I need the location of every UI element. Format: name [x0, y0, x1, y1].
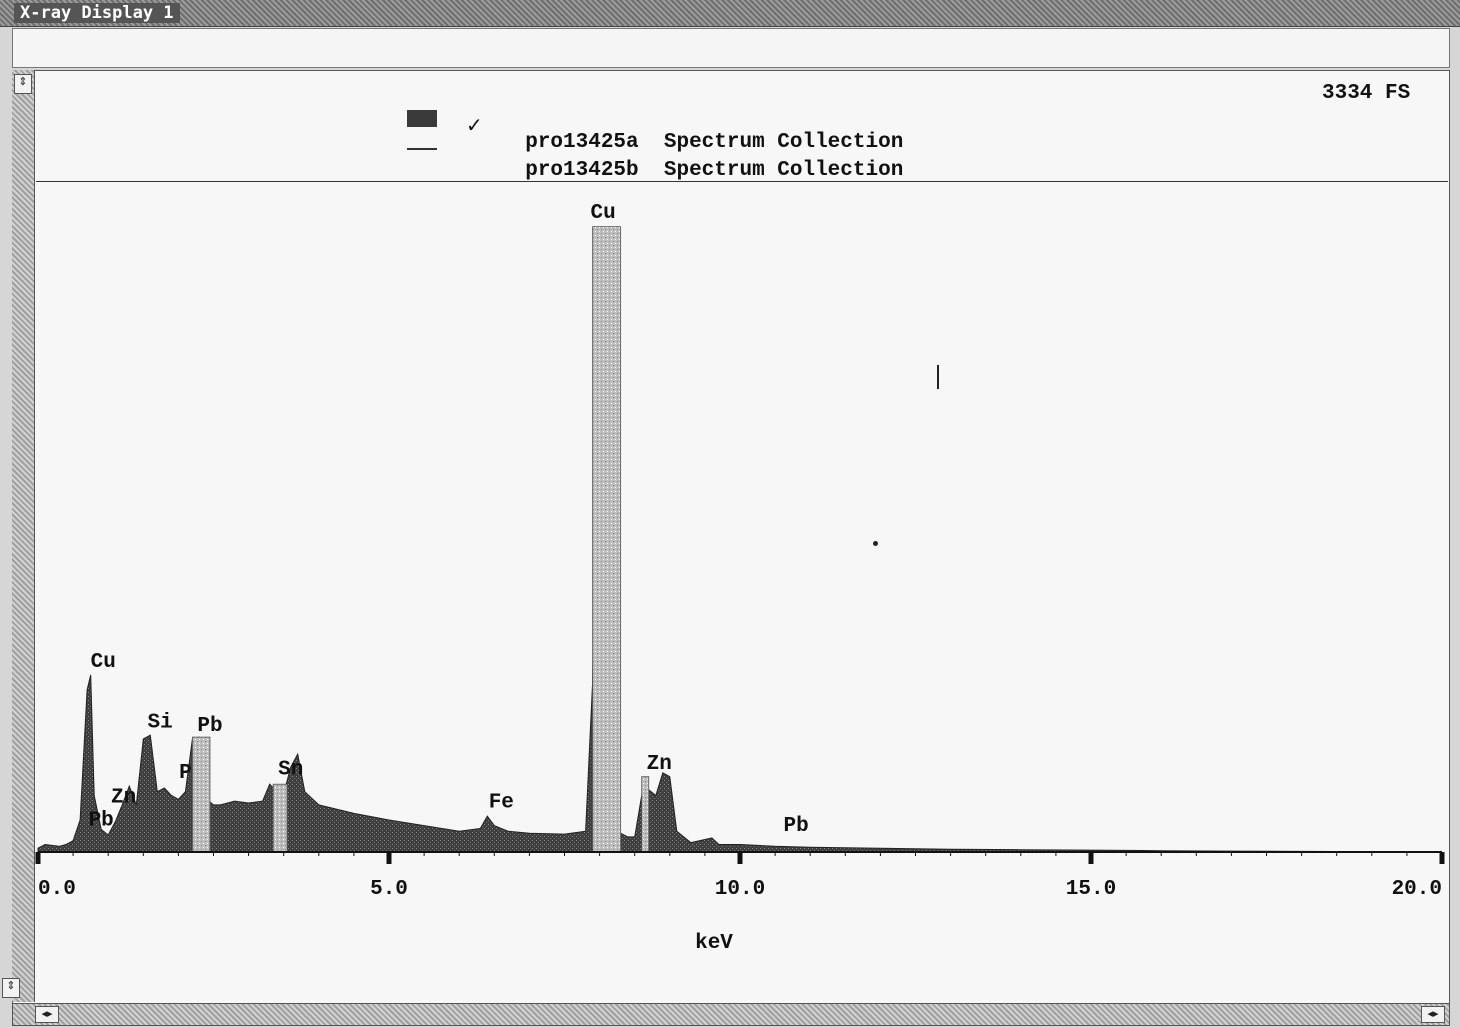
roi-band [192, 736, 211, 853]
x-tick-label: 5.0 [370, 878, 408, 901]
title-bar[interactable]: X-ray Display 1 [0, 0, 1460, 27]
roi-band [641, 776, 650, 853]
peak-label-pb: Pb [784, 815, 809, 838]
peak-label-si: Si [148, 711, 173, 734]
message-bar [12, 28, 1450, 68]
scroll-left-right-icon[interactable]: ◂▸ [35, 1006, 59, 1023]
full-scale-readout: 3334 FS [1322, 82, 1411, 105]
scroll-left-right-end-icon[interactable]: ◂▸ [1421, 1006, 1445, 1023]
legend-swatch-line [407, 148, 437, 150]
x-axis-label: keV [695, 932, 733, 955]
legend-entry-2[interactable]: pro13425b Spectrum Collection [500, 136, 903, 182]
x-tick-label: 15.0 [1066, 878, 1116, 901]
dot-mark [873, 541, 878, 546]
peak-label-sn: Sn [278, 758, 303, 781]
scroll-up-down-bottom-icon[interactable]: ⇕ [2, 978, 20, 998]
legend-name: pro13425b [525, 159, 639, 182]
legend-divider [36, 181, 1448, 182]
peak-label-cu: Cu [91, 651, 116, 674]
peak-label-pb: Pb [197, 715, 222, 738]
peak-label-zn: Zn [111, 787, 136, 810]
peak-label-zn: Zn [647, 753, 672, 776]
legend-description: Spectrum Collection [663, 159, 904, 182]
legend-description: Spectrum Collection [663, 131, 904, 154]
peak-label-fe: Fe [489, 791, 514, 814]
spectrum-area-pro13425a[interactable] [37, 226, 1443, 853]
vertical-scrollbar[interactable]: ⇕ ⇕ [2, 70, 35, 1002]
scroll-up-down-icon[interactable]: ⇕ [14, 74, 32, 94]
legend-swatch-filled [407, 110, 437, 127]
x-tick-label: 10.0 [715, 878, 765, 901]
legend-check-icon[interactable]: ✓ [466, 113, 483, 137]
horizontal-scrollbar[interactable]: ◂▸ ◂▸ [12, 1003, 1450, 1026]
peak-label-p: P [179, 762, 192, 785]
legend-entry-1[interactable]: pro13425a Spectrum Collection [500, 108, 903, 154]
window-title: X-ray Display 1 [14, 3, 180, 23]
x-tick-label: 20.0 [1392, 878, 1442, 901]
peak-label-pb: Pb [89, 809, 114, 832]
x-tick-label: 0.0 [38, 878, 76, 901]
legend-name: pro13425a [525, 131, 639, 154]
cursor-mark [937, 365, 939, 389]
peak-label-cu: Cu [591, 202, 616, 225]
roi-band [272, 783, 288, 853]
roi-band [592, 226, 622, 853]
